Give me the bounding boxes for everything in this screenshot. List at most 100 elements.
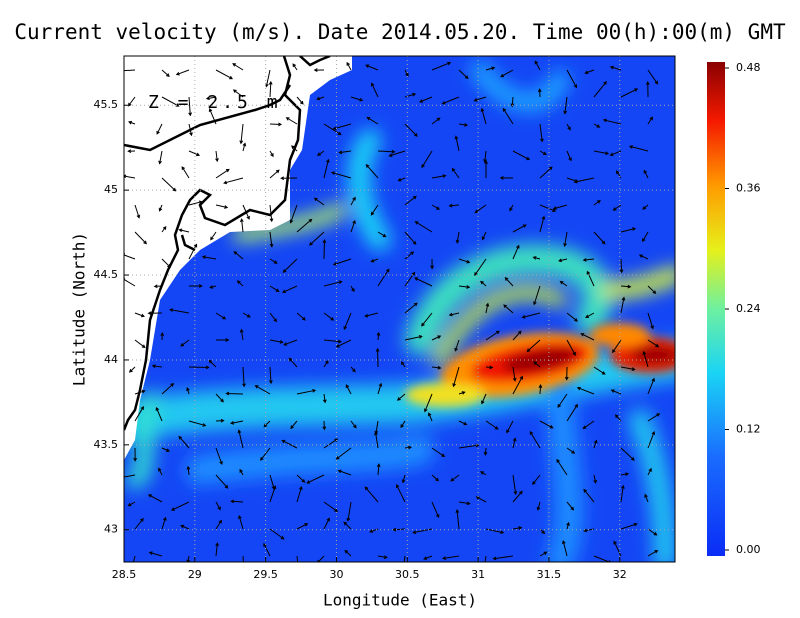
current-arrow [510,96,515,108]
current-arrow [365,163,379,179]
current-arrow [134,204,141,219]
current-arrow [563,231,568,248]
current-arrow [335,447,352,460]
current-arrow [431,61,452,71]
current-arrow [188,123,193,137]
current-arrow [593,439,598,449]
current-arrow [532,474,541,485]
current-arrow [431,474,440,482]
current-arrow [370,82,379,98]
current-arrow [296,312,306,321]
current-arrow [566,521,570,530]
current-arrow [484,160,488,179]
current-arrow [529,430,541,449]
current-arrow [134,389,146,395]
current-arrow [282,285,298,294]
current-arrow [556,458,568,476]
current-arrow [160,332,165,341]
current-arrow [288,357,298,368]
current-arrow [296,96,304,105]
current-arrow [454,339,460,352]
current-arrow [269,122,283,127]
velocity-field [124,56,675,562]
current-arrow [269,312,278,323]
current-arrow [124,174,136,179]
current-arrow [612,204,622,211]
current-arrow [485,330,500,341]
current-arrow [296,218,313,233]
current-arrow [282,258,298,273]
current-arrow [215,418,225,423]
current-arrow [370,258,379,263]
y-tick-label: 44 [104,353,118,366]
current-arrow [323,280,343,287]
current-arrow [350,366,356,373]
current-arrow [338,150,352,155]
current-arrow [292,63,298,71]
current-arrow [612,339,622,354]
current-arrow [238,515,244,530]
current-arrow [647,413,661,422]
current-arrow [365,64,379,71]
current-arrow [377,555,388,559]
current-arrow [454,135,460,152]
current-arrow [431,204,441,210]
current-arrow [242,366,246,388]
y-tick-label: 44.5 [94,268,119,281]
current-arrow [512,490,523,503]
current-arrow [557,393,568,408]
current-arrow [377,268,390,287]
current-arrow [642,231,649,243]
current-arrow [215,519,222,530]
current-arrow [558,258,568,263]
current-arrow [296,485,303,503]
x-axis-label: Longitude (East) [323,591,477,610]
current-arrow [539,215,546,233]
current-arrow [215,69,234,80]
current-arrow [404,251,415,260]
current-arrow [400,361,406,368]
current-arrow [161,96,180,107]
current-arrow [281,439,298,449]
current-arrow [260,447,271,461]
current-arrow [322,239,327,260]
current-arrow [419,96,433,103]
current-arrow [316,96,325,101]
current-arrow [539,420,554,429]
current-arrow [512,224,527,233]
y-tick-label: 45 [104,183,118,196]
current-arrow [269,528,285,540]
current-arrow [430,258,434,270]
current-arrow [483,447,488,456]
current-arrow [404,231,417,245]
current-arrow [404,302,418,314]
current-arrow [448,312,460,317]
current-arrow [350,96,364,102]
current-arrow [619,258,624,274]
current-arrow [644,493,649,503]
y-tick-label: 43.5 [94,438,119,451]
current-arrow [647,377,655,395]
current-arrow [134,312,145,318]
current-arrow [188,365,210,370]
current-arrow [566,69,577,89]
current-arrow [186,387,190,395]
current-arrow [280,176,298,181]
current-arrow [232,63,244,71]
current-arrow [188,284,203,288]
current-arrow [431,447,446,458]
current-arrow [242,204,250,220]
current-arrow [458,501,471,506]
current-arrow [620,296,626,314]
current-arrow [188,200,203,206]
colorbar-tick-label: 0.24 [736,302,761,315]
current-arrow [526,339,541,353]
current-arrow [161,177,177,192]
current-arrow [539,123,544,143]
current-arrow [576,386,595,395]
current-arrow [374,431,379,449]
current-arrow [499,175,514,180]
current-arrow [132,555,136,562]
current-arrow [376,331,381,341]
